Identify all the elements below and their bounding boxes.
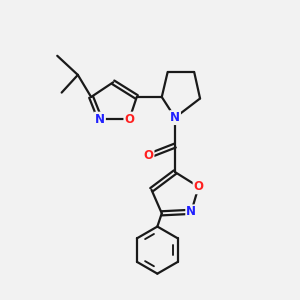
- Text: N: N: [170, 111, 180, 124]
- Text: O: O: [194, 180, 204, 193]
- Text: O: O: [143, 149, 154, 162]
- Text: O: O: [124, 112, 134, 126]
- Text: N: N: [186, 205, 196, 218]
- Text: N: N: [95, 112, 105, 126]
